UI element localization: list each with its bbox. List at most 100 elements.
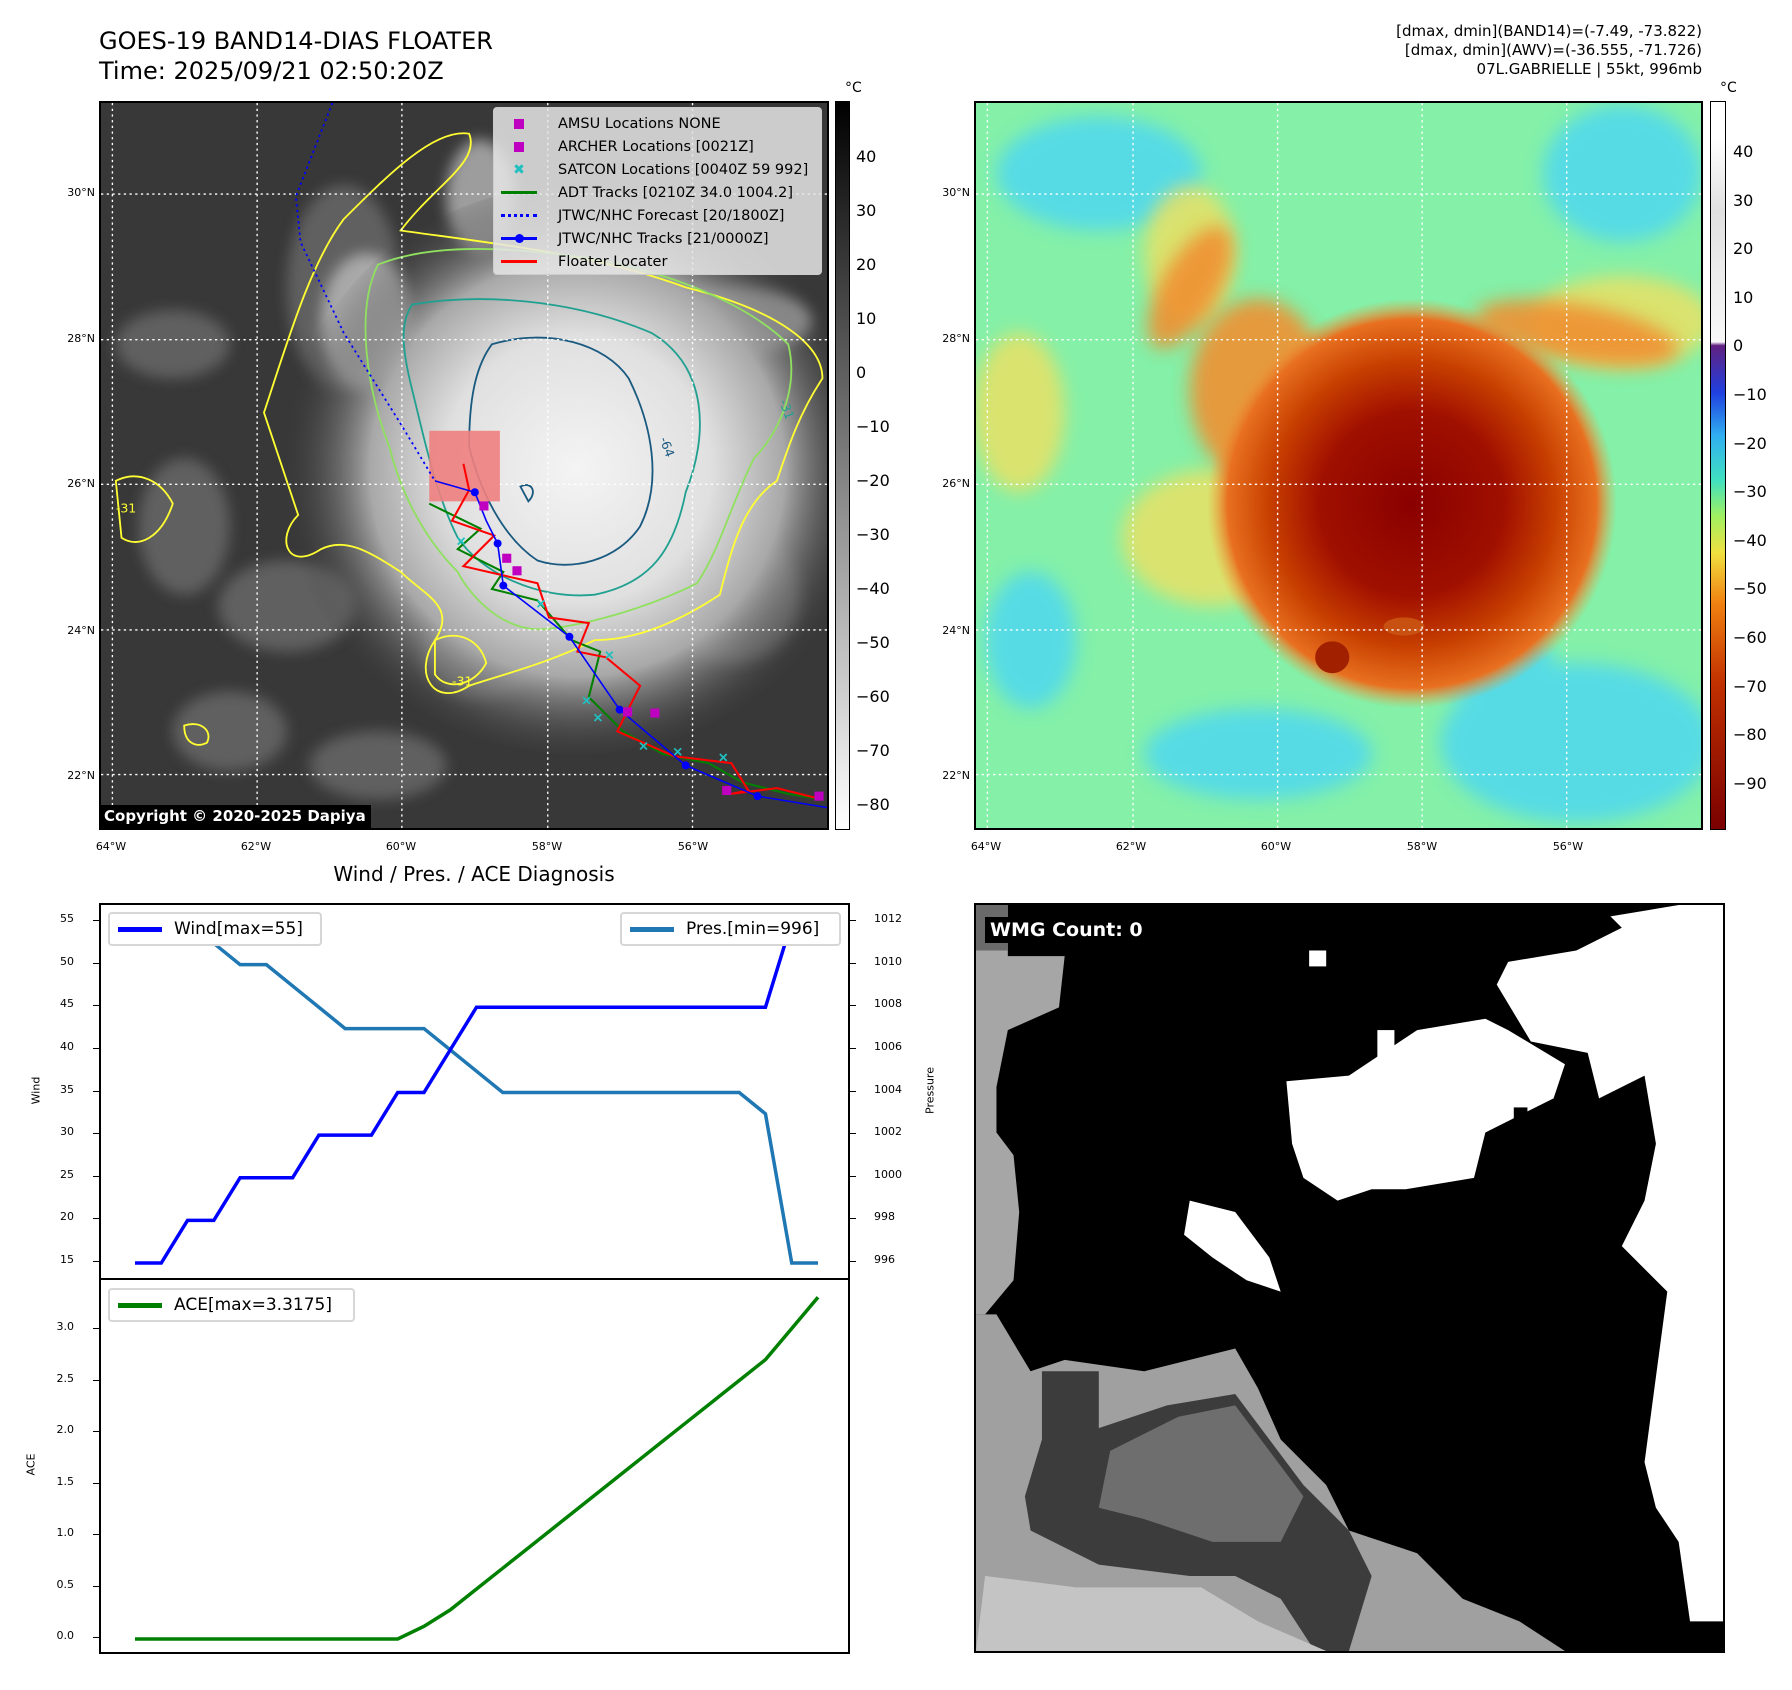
tick-mark: [850, 1090, 856, 1092]
pressure-legend-label: Pres.[min=996]: [686, 919, 820, 939]
tick-mark: [93, 1431, 99, 1432]
legend-label: SATCON Locations [0040Z 59 992]: [558, 161, 809, 178]
pressure-tick-label: 1006: [874, 1039, 902, 1053]
legend-item-floater: Floater Locater: [494, 250, 821, 273]
colorbar-tick-label: 0: [1733, 336, 1744, 356]
tick-mark: [850, 1175, 856, 1177]
pressure-tick-label: 1010: [874, 954, 902, 968]
longitude-label: 64°W: [95, 840, 127, 853]
ace-line: [135, 1296, 820, 1641]
legend-item-satcon: ✖ SATCON Locations [0040Z 59 992]: [494, 158, 821, 181]
ace-tick-label: 0.0: [56, 1629, 75, 1642]
wind-line: [135, 920, 818, 1265]
colorbar-tick-label: 30: [856, 201, 877, 220]
colorbar-tick-label: 40: [856, 147, 877, 166]
wmg-image: [976, 905, 1723, 1651]
ace-legend: ACE[max=3.3175]: [108, 1288, 355, 1322]
title-time: Time: 2025/09/21 02:50:20Z: [99, 57, 444, 85]
tick-mark: [93, 920, 99, 921]
wind-pressure-chart: [99, 903, 850, 1280]
tick-mark: [93, 1133, 99, 1135]
wind-tick-label: 55: [60, 912, 74, 925]
wind-tick-label: 15: [60, 1253, 74, 1266]
latitude-label: 26°N: [67, 477, 95, 490]
colorbar-tick-label: −10: [856, 417, 890, 436]
tick-mark: [93, 1482, 99, 1484]
colorbar-tick-label: 0: [856, 363, 867, 382]
latitude-label: 24°N: [942, 624, 970, 637]
wind-tick-label: 30: [60, 1125, 74, 1139]
latitude-label: 28°N: [942, 332, 970, 345]
latitude-label: 30°N: [942, 186, 970, 199]
square-marker-icon: [494, 114, 544, 134]
wind-tick-label: 25: [60, 1167, 74, 1181]
colorbar-tick-label: −80: [1733, 725, 1767, 745]
ir-satellite-map: -64 -31 -31 -31: [99, 101, 829, 830]
legend-label: JTWC/NHC Forecast [20/1800Z]: [558, 207, 785, 224]
colorbar-tick-label: −80: [856, 795, 890, 814]
legend-item-archer: ARCHER Locations [0021Z]: [494, 135, 821, 158]
longitude-label: 62°W: [240, 840, 272, 853]
tick-mark: [93, 1585, 99, 1587]
figure-title: GOES-19 BAND14-DIAS FLOATER Time: 2025/09…: [99, 26, 493, 86]
wind-tick-label: 35: [60, 1082, 74, 1096]
pressure-tick-label: 1008: [874, 997, 902, 1011]
longitude-label: 62°W: [1115, 840, 1147, 853]
tick-mark: [93, 1379, 99, 1381]
ace-tick-label: 1.0: [56, 1526, 75, 1539]
tick-mark: [850, 1005, 856, 1007]
pressure-tick-label: 998: [874, 1210, 895, 1224]
tick-mark: [93, 1005, 99, 1007]
colorbar-tick-label: 30: [1733, 190, 1754, 210]
band14-range: [dmax, dmin](BAND14)=(-7.49, -73.822): [1396, 22, 1702, 40]
ace-tick-label: 2.5: [56, 1371, 75, 1385]
legend-label: ARCHER Locations [0021Z]: [558, 138, 754, 155]
pressure-tick-label: 1002: [874, 1125, 902, 1139]
title-line-1: GOES-19 BAND14-DIAS FLOATER: [99, 27, 493, 55]
map-legend: AMSU Locations NONE ARCHER Locations [00…: [493, 107, 822, 275]
colorbar-tick-label: −60: [856, 687, 890, 706]
colorbar-tick-label: −50: [1733, 579, 1767, 599]
storm-info: 07L.GABRIELLE | 55kt, 996mb: [1476, 60, 1702, 78]
colorbar-tick-label: −20: [1733, 433, 1767, 453]
tick-mark: [850, 1218, 856, 1220]
colorbar-unit: °C: [1720, 80, 1737, 96]
tick-mark: [850, 962, 856, 964]
colorbar-tick-label: 10: [1733, 287, 1754, 307]
latitude-label: 24°N: [67, 624, 95, 637]
awv-range: [dmax, dmin](AWV)=(-36.555, -71.726): [1404, 41, 1702, 59]
pressure-line: [135, 920, 818, 1265]
contour-label: -64: [657, 435, 678, 459]
ace-tick-label: 2.0: [56, 1423, 75, 1436]
tick-mark: [850, 1133, 856, 1135]
legend-label: ADT Tracks [0210Z 34.0 1004.2]: [558, 184, 794, 201]
tick-mark: [93, 962, 99, 964]
tick-mark: [93, 1047, 99, 1049]
dotted-line-icon: [494, 206, 544, 226]
latitude-label: 30°N: [67, 186, 95, 199]
colorbar-tick-label: −10: [1733, 385, 1767, 404]
archer-markers: [479, 501, 824, 801]
colorbar-tick-label: −20: [856, 471, 890, 490]
line-dot-icon: [494, 229, 544, 249]
latitude-label: 22°N: [942, 769, 970, 782]
line-marker-icon: [494, 252, 544, 272]
legend-label: AMSU Locations NONE: [558, 115, 721, 132]
tick-mark: [850, 1047, 856, 1049]
tick-mark: [93, 1261, 99, 1262]
ace-chart: [99, 1278, 850, 1654]
awv-map: [974, 101, 1703, 830]
wind-line-icon: [118, 926, 162, 932]
wmg-panel: [974, 903, 1725, 1653]
wind-tick-label: 45: [60, 997, 74, 1011]
pressure-axis-label: Pressure: [923, 1067, 937, 1114]
tick-mark: [93, 1090, 99, 1092]
wind-tick-label: 20: [60, 1210, 74, 1224]
grayscale-colorbar: [835, 101, 850, 830]
awv-colorbar: [1710, 101, 1726, 830]
figure-info: [dmax, dmin](BAND14)=(-7.49, -73.822) [d…: [1396, 22, 1702, 79]
legend-label: Floater Locater: [558, 253, 668, 270]
legend-item-adt: ADT Tracks [0210Z 34.0 1004.2]: [494, 181, 821, 204]
wmg-count-label: WMG Count: 0: [985, 917, 1148, 943]
colorbar-tick-label: 20: [1733, 239, 1754, 259]
